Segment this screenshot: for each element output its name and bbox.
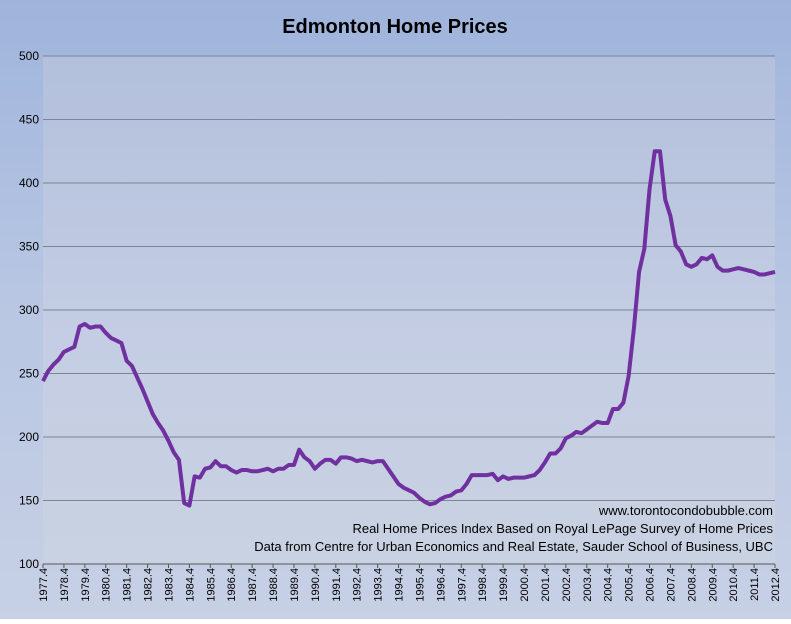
chart-title: Edmonton Home Prices bbox=[282, 16, 508, 38]
x-tick-label: 1994.4 bbox=[394, 568, 406, 602]
x-tick-label: 2009.4 bbox=[707, 568, 719, 602]
y-tick-label: 350 bbox=[19, 240, 39, 254]
y-tick-label: 450 bbox=[19, 113, 39, 127]
x-tick-label: 1997.4 bbox=[456, 568, 468, 602]
annotation: Data from Centre for Urban Economics and… bbox=[254, 539, 773, 554]
x-tick-label: 1989.4 bbox=[289, 568, 301, 602]
x-tick-label: 2007.4 bbox=[665, 568, 677, 602]
x-tick-label: 2010.4 bbox=[728, 568, 740, 602]
y-tick-label: 300 bbox=[19, 303, 39, 317]
x-tick-label: 2008.4 bbox=[686, 568, 698, 602]
x-tick-label: 1979.4 bbox=[80, 568, 92, 602]
x-tick-label: 1981.4 bbox=[122, 568, 134, 602]
x-tick-label: 2002.4 bbox=[561, 568, 573, 602]
x-tick-label: 2005.4 bbox=[624, 568, 636, 602]
x-tick-label: 1983.4 bbox=[163, 568, 175, 602]
x-tick-label: 2003.4 bbox=[582, 568, 594, 602]
x-tick-label: 1991.4 bbox=[331, 568, 343, 602]
y-tick-label: 200 bbox=[19, 430, 39, 444]
x-tick-label: 1990.4 bbox=[310, 568, 322, 602]
x-tick-label: 1998.4 bbox=[477, 568, 489, 602]
price-line bbox=[41, 149, 776, 508]
x-tick-label: 2011.4 bbox=[749, 568, 761, 601]
x-tick-label: 1980.4 bbox=[101, 568, 113, 602]
y-tick-label: 150 bbox=[19, 494, 39, 508]
x-tick-label: 1984.4 bbox=[184, 568, 196, 602]
x-tick-label: 2012.4 bbox=[770, 568, 782, 602]
x-tick-label: 1987.4 bbox=[247, 568, 259, 602]
x-tick-label: 1993.4 bbox=[373, 568, 385, 602]
x-tick-label: 2004.4 bbox=[603, 568, 615, 602]
x-tick-label: 1988.4 bbox=[268, 568, 280, 602]
annotation: www.torontocondobubble.com bbox=[598, 503, 773, 518]
y-tick-label: 500 bbox=[19, 49, 39, 63]
x-tick-label: 1996.4 bbox=[435, 568, 447, 602]
x-tick-label: 2001.4 bbox=[540, 568, 552, 602]
y-tick-label: 250 bbox=[19, 367, 39, 381]
x-tick-label: 1982.4 bbox=[143, 568, 155, 602]
x-tick-label: 1992.4 bbox=[352, 568, 364, 602]
x-tick-label: 1978.4 bbox=[59, 568, 71, 602]
x-tick-label: 2006.4 bbox=[645, 568, 657, 602]
annotation: Real Home Prices Index Based on Royal Le… bbox=[352, 521, 773, 536]
y-tick-label: 100 bbox=[19, 557, 39, 571]
x-tick-label: 1985.4 bbox=[205, 568, 217, 602]
y-tick-label: 400 bbox=[19, 176, 39, 190]
x-tick-label: 1999.4 bbox=[498, 568, 510, 602]
x-tick-label: 1986.4 bbox=[226, 568, 238, 602]
x-tick-label: 1995.4 bbox=[414, 568, 426, 602]
x-tick-label: 2000.4 bbox=[519, 568, 531, 602]
x-tick-label: 1977.4 bbox=[38, 568, 50, 602]
